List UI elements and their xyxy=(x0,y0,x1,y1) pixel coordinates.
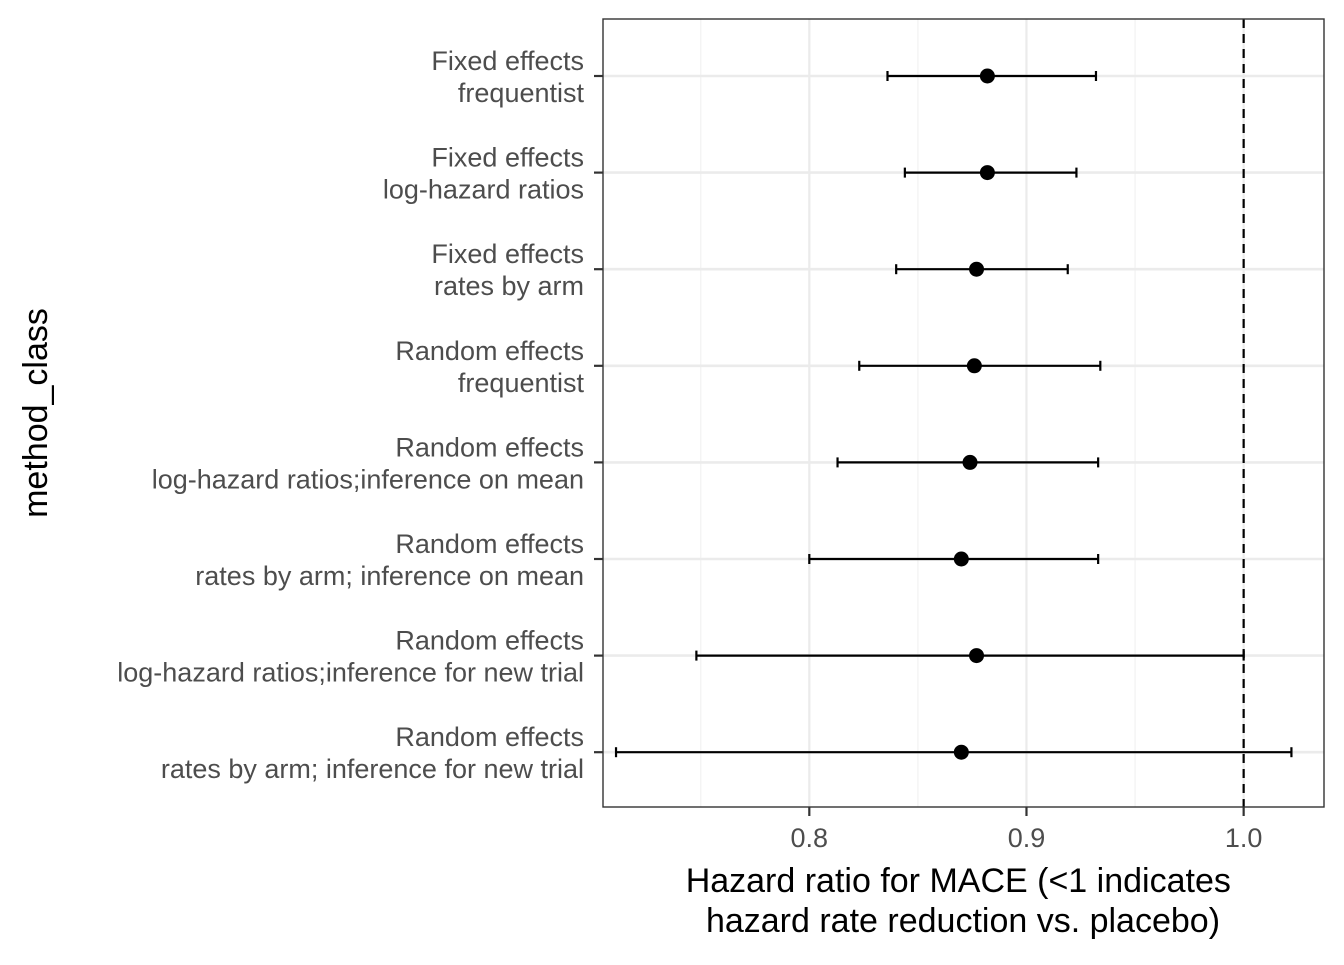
forest-row xyxy=(836,454,1100,470)
y-axis-title: method_class xyxy=(17,308,55,518)
y-tick-label-line: rates by arm; inference for new trial xyxy=(161,754,584,784)
point-estimate xyxy=(979,165,995,181)
marks-layer xyxy=(614,68,1293,760)
y-tick-label-line: rates by arm xyxy=(434,271,584,301)
x-axis-title-line-1: Hazard ratio for MACE (<1 indicates xyxy=(686,862,1231,900)
x-axis: 0.8 0.9 1.0 xyxy=(791,807,1263,853)
point-estimate xyxy=(953,744,969,760)
forest-row xyxy=(903,165,1078,181)
y-tick-label: Random effects frequentist xyxy=(395,336,584,398)
y-tick-label-line: Fixed effects xyxy=(431,239,584,269)
point-estimate xyxy=(979,68,995,84)
y-tick-label-line: Random effects xyxy=(395,722,584,752)
y-tick-label-line: frequentist xyxy=(458,78,585,108)
y-tick-label-line: Random effects xyxy=(395,432,584,462)
point-estimate xyxy=(969,261,985,277)
y-tick-label-line: Fixed effects xyxy=(431,46,584,76)
forest-row xyxy=(808,551,1100,567)
y-tick-label: Fixed effects log-hazard ratios xyxy=(383,143,584,205)
forest-row xyxy=(886,68,1098,84)
point-estimate xyxy=(962,454,978,470)
x-tick-label: 1.0 xyxy=(1225,823,1263,853)
y-tick-label: Random effects rates by arm; inference on… xyxy=(195,529,584,591)
y-tick-label-line: rates by arm; inference on mean xyxy=(195,561,584,591)
point-estimate xyxy=(953,551,969,567)
y-tick-label: Fixed effects rates by arm xyxy=(431,239,584,301)
point-estimate xyxy=(966,358,982,374)
forest-row xyxy=(614,744,1293,760)
x-tick-label: 0.8 xyxy=(791,823,829,853)
forest-row xyxy=(695,648,1245,664)
y-tick-label-line: log-hazard ratios xyxy=(383,175,584,205)
x-axis-title-line-2: hazard rate reduction vs. placebo) xyxy=(706,902,1220,940)
point-estimate xyxy=(969,648,985,664)
y-tick-label-line: Fixed effects xyxy=(431,143,584,173)
forest-row xyxy=(858,358,1102,374)
y-tick-label-line: Random effects xyxy=(395,529,584,559)
y-tick-label: Random effects log-hazard ratios;inferenc… xyxy=(117,626,584,688)
y-tick-label-line: log-hazard ratios;inference for new tria… xyxy=(117,658,584,688)
y-tick-label-line: frequentist xyxy=(458,368,585,398)
panel-border xyxy=(602,18,1325,808)
y-tick-label-line: log-hazard ratios;inference on mean xyxy=(152,464,584,494)
y-tick-label-line: Random effects xyxy=(395,626,584,656)
y-tick-label-line: Random effects xyxy=(395,336,584,366)
y-tick-label: Random effects log-hazard ratios;inferenc… xyxy=(152,432,584,494)
x-axis-title: Hazard ratio for MACE (<1 indicates haza… xyxy=(686,862,1241,940)
forest-row xyxy=(895,261,1069,277)
x-tick-label: 0.9 xyxy=(1008,823,1046,853)
y-tick-label: Random effects rates by arm; inference fo… xyxy=(161,722,584,784)
y-tick-label: Fixed effects frequentist xyxy=(431,46,584,108)
